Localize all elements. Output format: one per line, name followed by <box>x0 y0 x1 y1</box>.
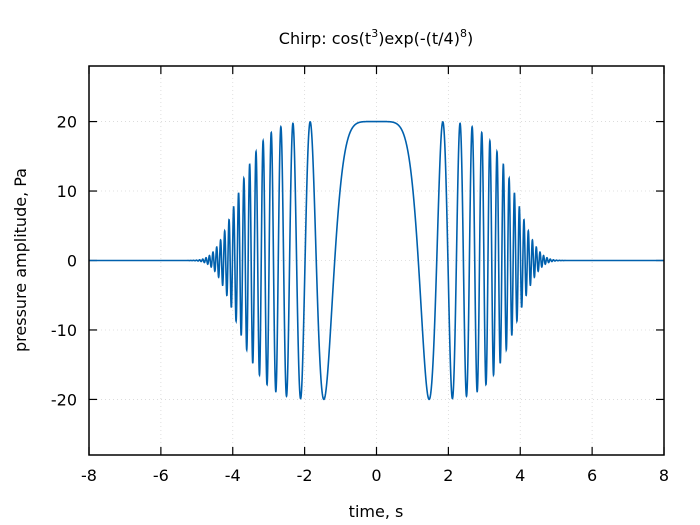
x-axis-label: time, s <box>349 502 404 521</box>
y-tick-label: -20 <box>51 390 77 409</box>
grid-lines <box>89 66 664 455</box>
x-tick-label: 8 <box>659 466 669 485</box>
x-tick-label: -6 <box>153 466 169 485</box>
x-tick-label: -4 <box>225 466 241 485</box>
y-tick-label: 10 <box>57 182 77 201</box>
x-tick-label: 6 <box>587 466 597 485</box>
x-tick-label: 4 <box>515 466 525 485</box>
y-tick-label: 0 <box>67 252 77 271</box>
series-line-chirp <box>89 120 664 401</box>
y-tick-label: -10 <box>51 321 77 340</box>
y-tick-label: 20 <box>57 113 77 132</box>
x-tick-label: 0 <box>371 466 381 485</box>
x-tick-label: 2 <box>443 466 453 485</box>
chart-title: Chirp: cos(t3)exp(-(t/4)8) <box>279 27 473 48</box>
x-tick-label: -2 <box>297 466 313 485</box>
plot-frame <box>88 65 665 456</box>
x-tick-label: -8 <box>81 466 97 485</box>
y-axis-label: pressure amplitude, Pa <box>11 168 30 352</box>
